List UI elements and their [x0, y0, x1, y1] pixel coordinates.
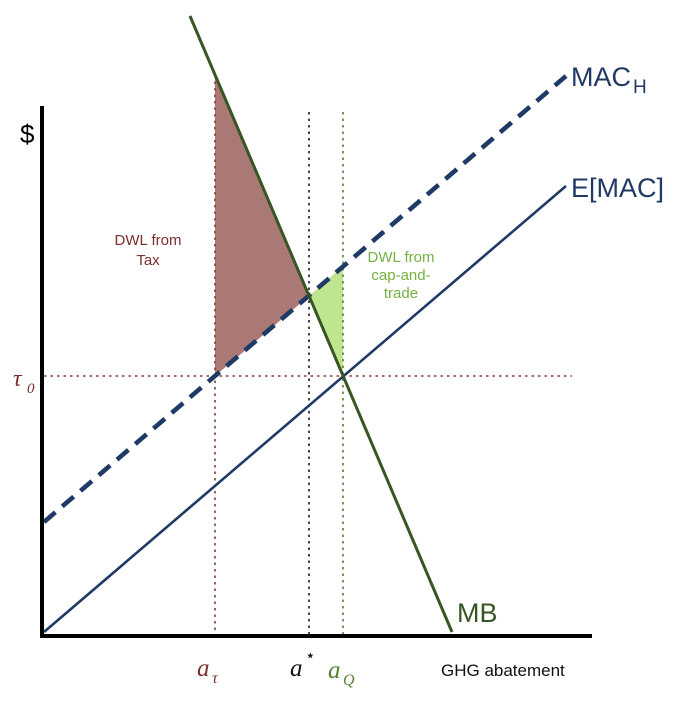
dwl-tax-annotation-line2: Tax [136, 252, 160, 269]
marginal-benefit-line [188, 15, 454, 633]
tax-price-label-subscript: 0 [27, 381, 35, 397]
cap-abatement-label-subscript: Q [343, 672, 355, 689]
mac-high-dashed-line [42, 74, 568, 524]
mac-high-label: MAC [571, 62, 631, 92]
tax-abatement-label: a [197, 655, 210, 682]
tax-price-label: τ [13, 366, 23, 392]
tax-abatement-label-subscript: τ [212, 670, 219, 687]
dwl-cap-annotation-line2: cap-and- [371, 267, 430, 284]
dwl-tax-region [215, 75, 309, 376]
marginal-benefit-label: MB [457, 598, 498, 628]
dwl-tax-annotation-line1: DWL from [115, 232, 182, 249]
x-axis-label: GHG abatement [441, 661, 565, 680]
dwl-cap-annotation-line1: DWL from [368, 249, 435, 266]
expected-mac-line [43, 185, 567, 633]
optimal-abatement-label: a [290, 655, 303, 682]
expected-mac-label: E[MAC] [571, 173, 664, 203]
dwl-cap-annotation-line3: trade [384, 285, 418, 302]
cap-abatement-label: a [328, 657, 341, 684]
mac-high-label-subscript: H [633, 77, 647, 98]
optimal-abatement-label-star: ⋆ [305, 646, 316, 665]
y-axis-label: $ [20, 119, 35, 149]
dwl-cap-region [309, 266, 343, 376]
